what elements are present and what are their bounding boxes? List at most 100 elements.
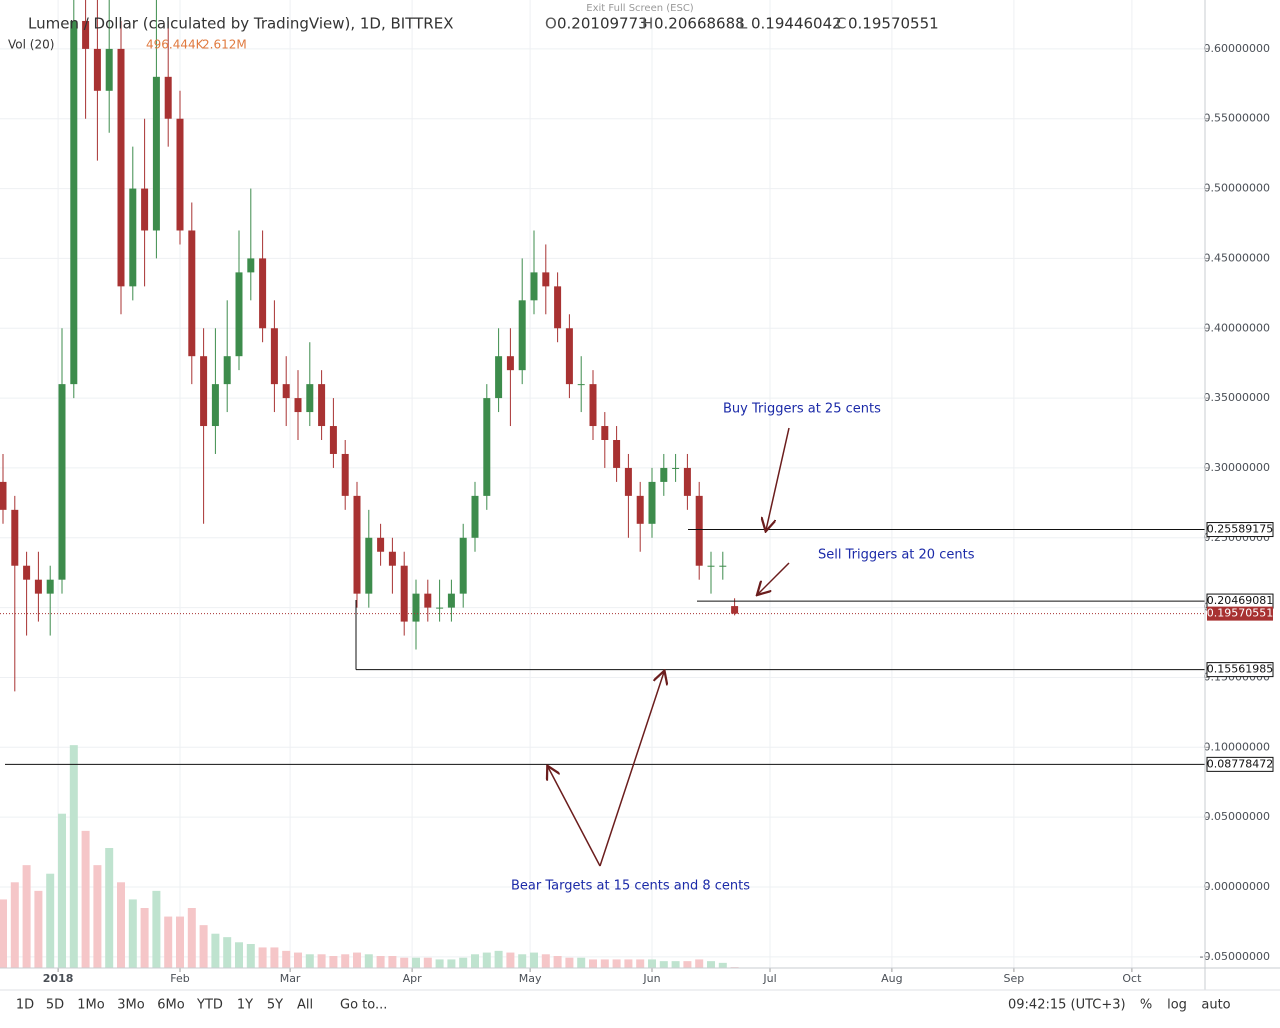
candle-body — [388, 551, 396, 566]
ohlc-value: 0.19446042 — [751, 15, 842, 33]
exit-box[interactable] — [555, 0, 727, 16]
candle-body — [577, 384, 585, 386]
y-tick-label: 0.50000000 — [1204, 182, 1270, 195]
candle-body — [211, 384, 219, 427]
volume-bar — [459, 957, 468, 968]
candle-body — [34, 579, 42, 594]
volume-bar — [518, 954, 527, 968]
x-tick-label: Aug — [881, 972, 902, 985]
y-tick-label: 0.45000000 — [1204, 251, 1270, 264]
volume-bar — [22, 865, 31, 968]
candle-body — [365, 537, 373, 594]
volume-bar — [58, 813, 66, 968]
range-button[interactable]: All — [297, 998, 313, 1013]
candle-body — [318, 384, 326, 427]
candle-body — [412, 593, 420, 622]
range-button[interactable]: 5D — [46, 998, 64, 1013]
option-button[interactable]: % — [1140, 998, 1152, 1013]
volume-bar — [164, 916, 173, 968]
goto-button[interactable]: Go to... — [340, 998, 387, 1013]
candle-body — [223, 356, 231, 385]
candle-body — [235, 272, 243, 357]
volume-bar — [282, 950, 291, 968]
range-button[interactable]: 1Y — [237, 998, 253, 1013]
candle-body — [672, 467, 680, 469]
volume-bar — [294, 952, 302, 968]
range-button[interactable]: 5Y — [267, 998, 283, 1013]
volume-bar — [0, 899, 7, 968]
range-button[interactable]: 3Mo — [117, 998, 144, 1013]
volume-bar — [388, 956, 397, 968]
range-button[interactable]: YTD — [196, 998, 223, 1013]
y-tick-label: -0.05000000 — [1200, 950, 1270, 963]
y-tick-label: 0.60000000 — [1204, 42, 1270, 55]
volume-bar — [423, 957, 432, 968]
candle-body — [377, 537, 385, 552]
candle-body — [70, 20, 78, 385]
level-label: 0.08778472 — [1207, 757, 1273, 770]
volume-bar — [270, 947, 279, 968]
ohlc-letter: C — [836, 15, 846, 33]
volume-bar — [636, 959, 645, 968]
level-label: 0.25589175 — [1207, 523, 1273, 536]
candle-body — [105, 48, 113, 91]
candle-body — [46, 579, 54, 594]
candle-body — [613, 440, 621, 468]
x-tick-label: Apr — [403, 972, 423, 985]
range-button[interactable]: 1D — [16, 998, 34, 1013]
volume-bar — [400, 957, 409, 968]
option-button[interactable]: auto — [1201, 998, 1230, 1013]
y-tick-label: 0.35000000 — [1204, 391, 1270, 404]
volume-bar — [577, 957, 586, 968]
volume-bar — [435, 959, 444, 968]
range-button[interactable]: 1Mo — [77, 998, 104, 1013]
range-button[interactable]: 6Mo — [157, 998, 184, 1013]
arrow — [548, 767, 601, 867]
volume-bar — [140, 908, 149, 968]
arrow — [758, 562, 790, 594]
volume-bar — [117, 882, 125, 968]
candle-body — [601, 426, 609, 440]
volume-bar — [10, 882, 19, 968]
level-label: 0.20469081 — [1207, 594, 1273, 607]
candle-body — [495, 356, 503, 399]
volume-bar — [447, 959, 456, 968]
y-tick-label: 0.10000000 — [1204, 740, 1270, 753]
candle-body — [329, 426, 337, 454]
option-button[interactable]: log — [1167, 998, 1187, 1013]
exit-fullscreen[interactable]: Exit Full Screen (ESC) — [586, 3, 694, 14]
x-tick-label: Oct — [1122, 972, 1142, 985]
candle-body — [542, 272, 550, 287]
candle-body — [483, 398, 491, 496]
volume-bar — [718, 962, 727, 968]
candle-body — [152, 76, 160, 231]
x-tick-label: Feb — [170, 972, 189, 985]
volume-bar — [541, 954, 550, 968]
last-price-box — [1207, 606, 1273, 621]
volume-bar — [412, 957, 420, 968]
candle-body — [129, 188, 137, 287]
volume-bar — [494, 950, 503, 968]
volume-bar — [471, 954, 479, 968]
volume-bar — [695, 959, 704, 968]
candle-body — [506, 356, 514, 371]
candle-body — [436, 607, 444, 609]
ohlc-letter: O — [545, 15, 557, 33]
x-tick-label: May — [519, 972, 542, 985]
volume-bar — [46, 873, 55, 968]
volume-last: 496.444K — [146, 38, 205, 52]
volume-bar — [176, 916, 184, 968]
volume-bar — [671, 961, 680, 968]
volume-bar — [353, 952, 361, 968]
candle-body — [459, 537, 467, 594]
candle-body — [58, 384, 66, 580]
volume-bar — [223, 937, 232, 968]
volume-bar — [258, 947, 267, 968]
y-tick-label: 0.55000000 — [1204, 112, 1270, 125]
candle-body — [424, 593, 432, 608]
candle-body — [164, 76, 172, 119]
volume-bar — [246, 944, 255, 968]
y-tick-label: 0.00000000 — [1204, 880, 1270, 893]
candle-body — [247, 258, 255, 273]
